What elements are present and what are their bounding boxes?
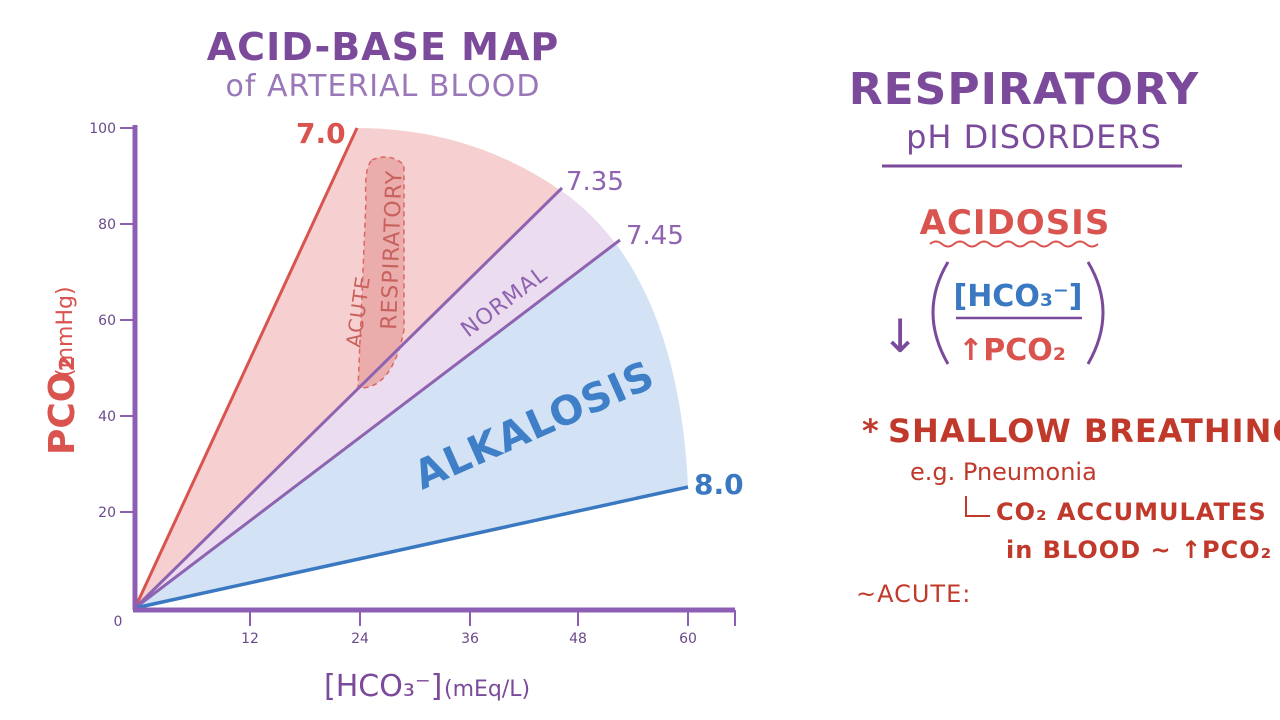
note-connector xyxy=(965,496,990,517)
note-example: e.g. Pneumonia xyxy=(910,458,1097,486)
ph-label-7-35: 7.35 xyxy=(566,167,624,197)
ph-label-7-0: 7.0 xyxy=(296,117,346,150)
down-arrow: ↓ xyxy=(881,309,920,363)
x-tick-36: 36 xyxy=(461,631,479,647)
ph-line-7-35 xyxy=(133,186,564,610)
map-subtitle: of ARTERIAL BLOOD xyxy=(226,69,541,104)
note-bullet: * xyxy=(862,412,880,450)
map-title: ACID-BASE MAP xyxy=(207,25,559,69)
ph-label-7-45: 7.45 xyxy=(626,221,684,251)
right-paren xyxy=(1086,261,1105,365)
ph-line-7-45 xyxy=(134,238,621,610)
note-in-blood: in BLOOD ~ ↑PCO₂ xyxy=(1006,536,1272,564)
y-axis-label: PCO₂ xyxy=(42,356,83,455)
ph-line-8-0 xyxy=(134,485,689,610)
ph-label-8-0: 8.0 xyxy=(694,468,744,501)
y-tick-60: 60 xyxy=(98,313,116,329)
y-axis-unit: (mmHg) xyxy=(53,286,78,377)
note-acute: ~ACUTE: xyxy=(856,580,971,608)
x-axis-unit: (mEq/L) xyxy=(444,677,530,702)
fraction-numerator: [HCO₃⁻] xyxy=(953,279,1082,314)
acidosis-squiggle xyxy=(929,240,1099,248)
x-ticks xyxy=(249,610,736,626)
y-tick-20: 20 xyxy=(98,505,116,521)
y-tick-80: 80 xyxy=(98,217,116,233)
respiratory-label: RESPIRATORY xyxy=(377,170,408,330)
sidebar-subtitle: pH DISORDERS xyxy=(906,118,1162,156)
x-tick-48: 48 xyxy=(569,631,587,647)
sidebar-title: RESPIRATORY xyxy=(849,64,1200,115)
acute-respiratory-band xyxy=(357,156,405,389)
fraction-denominator: ↑PCO₂ xyxy=(958,333,1066,368)
y-ticks xyxy=(120,127,135,513)
origin-label: 0 xyxy=(114,614,123,630)
note-shallow-breathing: SHALLOW BREATHING xyxy=(888,412,1280,450)
y-tick-40: 40 xyxy=(98,409,116,425)
alkalosis-region xyxy=(135,244,688,608)
x-tick-24: 24 xyxy=(351,631,369,647)
x-tick-12: 12 xyxy=(241,631,259,647)
acidosis-heading: ACIDOSIS xyxy=(920,203,1111,243)
left-paren xyxy=(931,261,950,365)
x-axis-label: [HCO₃⁻] xyxy=(324,669,442,704)
x-tick-60: 60 xyxy=(679,631,697,647)
y-tick-100: 100 xyxy=(89,121,116,137)
normal-region xyxy=(135,190,616,608)
ph-line-7-0 xyxy=(133,127,359,609)
y-axis-title: PCO₂ (mmHg) xyxy=(42,286,83,455)
acidosis-region xyxy=(135,128,560,608)
note-co2-accumulates: CO₂ ACCUMULATES xyxy=(996,498,1267,526)
